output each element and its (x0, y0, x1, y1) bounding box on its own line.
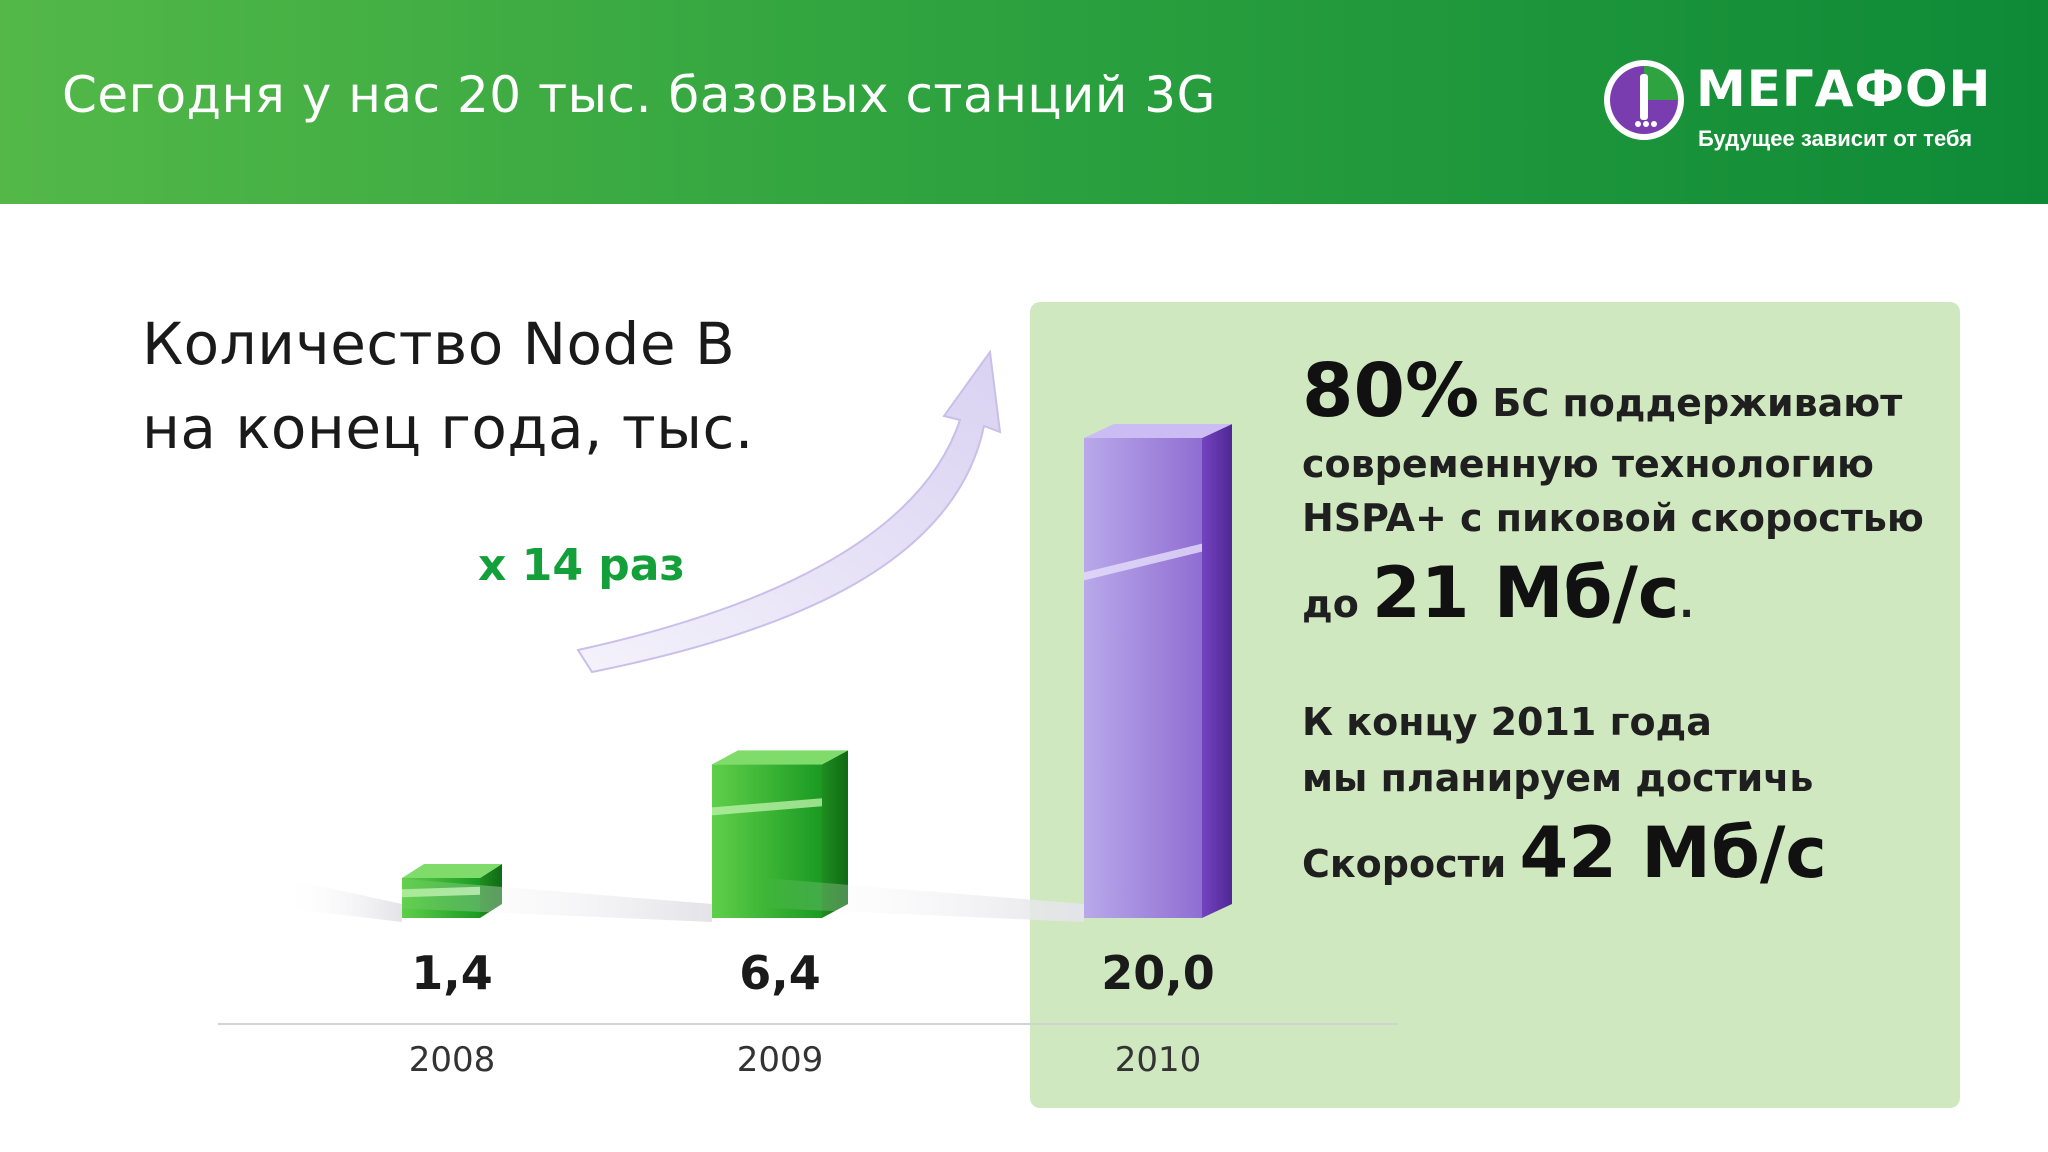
bar-value-label: 20,0 (1101, 946, 1215, 1000)
brand-logo: МЕГАФОН Будущее зависит от тебя (1600, 56, 2000, 156)
panel-line-7: Скорости 42 Мб/с (1302, 812, 1827, 894)
logo-wordmark: МЕГАФОН (1696, 60, 1992, 118)
panel-line-1: 80% БС поддерживают (1302, 348, 1902, 434)
panel-line-7-prefix: Скорости (1302, 842, 1507, 886)
bar-top (712, 750, 848, 765)
bar-highlight (1084, 543, 1202, 581)
panel-line-4-prefix: до (1302, 582, 1359, 626)
panel-line-4-dot: . (1679, 582, 1694, 626)
bar-value-label: 1,4 (411, 946, 493, 1000)
header-bar: Сегодня у нас 20 тыс. базовых станций 3G… (0, 0, 2048, 204)
panel-line-5: К концу 2011 года (1302, 700, 1712, 744)
bar-front (1084, 438, 1202, 918)
percent-highlight: 80% (1302, 348, 1480, 434)
bar-value-label: 6,4 (739, 946, 821, 1000)
bar-highlight (712, 798, 822, 816)
speed-highlight-42: 42 Мб/с (1519, 812, 1827, 894)
growth-annotation: х 14 раз (478, 540, 686, 591)
x-tick-label: 2009 (736, 1040, 824, 1080)
chart-title: Количество Node B на конец года, тыс. (142, 310, 754, 462)
panel-line-2: современную технологию (1302, 442, 1874, 486)
bar-shadow (764, 878, 1084, 922)
bar-top (402, 864, 502, 878)
bar-top (1084, 424, 1232, 438)
logo-tagline: Будущее зависит от тебя (1698, 126, 1973, 151)
page-title: Сегодня у нас 20 тыс. базовых станций 3G (62, 66, 1216, 124)
panel-line-3: HSPA+ с пиковой скоростью (1302, 496, 1924, 540)
bar-shadow (282, 878, 402, 922)
speed-highlight-21: 21 Мб/с (1372, 552, 1680, 634)
bar-side (822, 750, 848, 918)
panel-line-6: мы планируем достичь (1302, 756, 1814, 800)
growth-arrow (576, 349, 1002, 674)
x-tick-label: 2010 (1114, 1040, 1202, 1080)
bar-shadow (392, 878, 712, 922)
panel-line-1-text: БС поддерживают (1492, 381, 1903, 425)
panel-line-4: до 21 Мб/с. (1302, 552, 1694, 634)
bar-side (1202, 424, 1232, 918)
megafon-logo-icon (1604, 60, 1684, 140)
x-tick-label: 2008 (408, 1040, 496, 1080)
